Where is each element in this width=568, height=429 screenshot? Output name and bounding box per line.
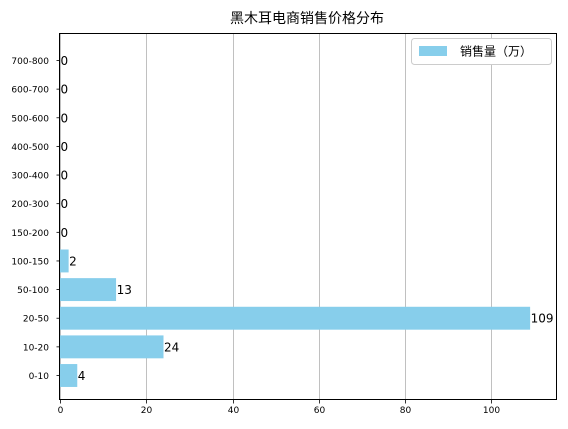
y-tick-label: 700-800 (11, 57, 49, 67)
y-tick-label: 100-150 (11, 257, 49, 267)
data-label: 0 (61, 83, 69, 97)
data-label: 0 (61, 197, 69, 211)
y-tick-label: 500-600 (11, 114, 49, 124)
x-tick-label: 0 (58, 406, 64, 416)
data-label: 24 (164, 340, 179, 354)
y-axis-ticks: 0-10 10-20 20-50 50-100 100-150 150-200 200-30… (11, 57, 60, 382)
legend-label: 销售量（万） (460, 44, 532, 59)
data-label: 0 (61, 54, 69, 68)
bars (60, 249, 531, 387)
bar (60, 249, 69, 273)
data-label: 13 (117, 283, 132, 297)
bar (60, 335, 164, 359)
x-tick-label: 20 (141, 406, 153, 416)
chart-title: 黑木耳电商销售价格分布 (230, 11, 384, 27)
data-label: 0 (61, 226, 69, 240)
plot-frame (59, 33, 557, 400)
y-tick-label: 20-50 (23, 315, 49, 325)
y-tick-label: 0-10 (29, 372, 50, 382)
y-tick-label: 10-20 (23, 343, 49, 353)
data-label: 0 (61, 140, 69, 154)
y-tick-label: 150-200 (11, 229, 49, 239)
data-label: 0 (61, 111, 69, 125)
x-tick-label: 60 (314, 406, 326, 416)
x-axis-ticks: 0 20 40 60 80 100 (58, 400, 500, 416)
y-tick-label: 50-100 (17, 286, 49, 296)
bar (60, 306, 531, 330)
y-tick-label: 200-300 (11, 200, 49, 210)
legend: 销售量（万） (411, 38, 552, 65)
data-label: 0 (61, 169, 69, 183)
x-tick-label: 100 (483, 406, 500, 416)
bar (60, 364, 78, 387)
y-tick-label: 300-400 (11, 172, 49, 182)
bar (60, 278, 117, 302)
data-label: 4 (78, 369, 86, 383)
data-label: 109 (531, 312, 554, 326)
y-tick-label: 400-500 (11, 143, 49, 153)
x-tick-label: 40 (228, 406, 240, 416)
data-label: 2 (69, 254, 77, 268)
legend-swatch (419, 46, 447, 56)
y-tick-label: 600-700 (11, 86, 49, 96)
legend-box (411, 38, 552, 65)
x-tick-label: 80 (400, 406, 412, 416)
